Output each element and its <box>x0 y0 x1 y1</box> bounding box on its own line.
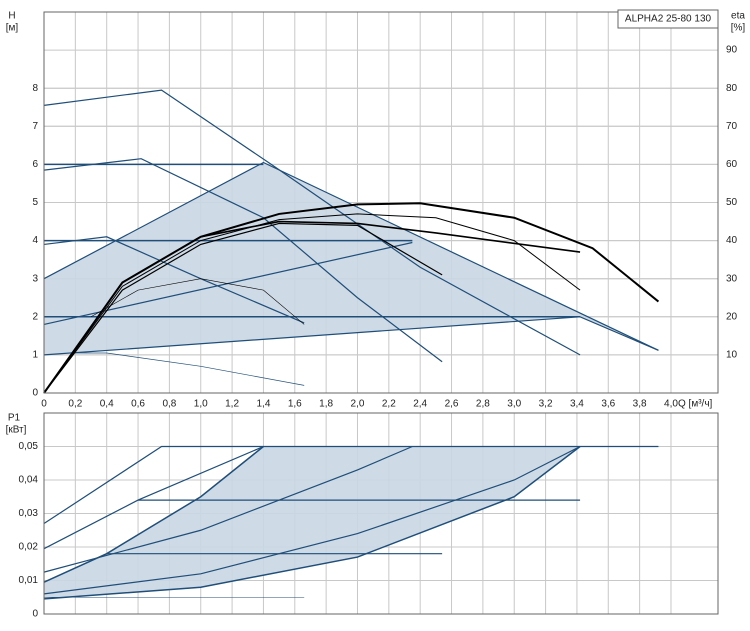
curve <box>43 161 659 351</box>
y2-tick-label: 80 <box>726 83 738 94</box>
x-tick-label: 3,2 <box>539 399 553 410</box>
x-tick-label: 0,4 <box>100 399 114 410</box>
y-tick-label: 0,01 <box>19 575 39 586</box>
curve <box>43 445 413 573</box>
x-tick-label: 0,2 <box>68 399 82 410</box>
curve <box>43 89 581 356</box>
y2-tick-label: 90 <box>726 45 738 56</box>
y-tick-label: 1 <box>32 350 38 361</box>
y-unit: [кВт] <box>6 425 27 436</box>
chart-title: ALPHA2 25-80 130 <box>625 14 712 25</box>
y-tick-label: 0,03 <box>19 508 39 519</box>
y2-tick-label: 20 <box>726 311 738 322</box>
y2-tick-label: 10 <box>726 350 738 361</box>
y-tick-label: 0 <box>32 388 38 399</box>
curve <box>90 278 305 325</box>
x-tick-label: 1,0 <box>194 399 208 410</box>
x-tick-label: 1,8 <box>319 399 333 410</box>
x-tick-label: 2,0 <box>351 399 365 410</box>
title-box <box>617 9 719 29</box>
y-tick-label: 8 <box>32 83 38 94</box>
plot-frame <box>43 11 719 394</box>
y-tick-label: 0,05 <box>19 441 39 452</box>
y2-tick-label: 30 <box>726 273 738 284</box>
curve <box>43 445 581 595</box>
x-tick-label: 2,6 <box>445 399 459 410</box>
x-tick-label: 0,6 <box>131 399 145 410</box>
x-tick-label: 2,2 <box>382 399 396 410</box>
area <box>44 162 659 355</box>
curve <box>43 445 581 600</box>
curve <box>43 445 659 525</box>
x-tick-label: 2,4 <box>413 399 427 410</box>
x-tick-label: 4,0 <box>664 399 678 410</box>
y-tick-label: 7 <box>32 121 38 132</box>
y-tick-label: 0,04 <box>19 475 39 486</box>
x-tick-label: 3,0 <box>507 399 521 410</box>
y2-tick-label: 50 <box>726 197 738 208</box>
x-tick-label: 0,8 <box>162 399 176 410</box>
area <box>44 446 581 599</box>
y2-tick-label: 60 <box>726 159 738 170</box>
y-unit: [м] <box>6 23 19 34</box>
x-tick-label: 2,8 <box>476 399 490 410</box>
x-tick-label: 1,4 <box>256 399 270 410</box>
curve <box>43 213 581 394</box>
y-tick-label: 6 <box>32 159 38 170</box>
curve <box>43 220 581 394</box>
x-tick-label: 3,6 <box>601 399 615 410</box>
curve <box>75 352 305 386</box>
x-tick-label: 3,4 <box>570 399 584 410</box>
x-tick-label: 3,8 <box>633 399 647 410</box>
x-tick-label: 1,2 <box>225 399 239 410</box>
y2-tick-label: 40 <box>726 235 738 246</box>
curve <box>43 445 264 583</box>
y-tick-label: 5 <box>32 197 38 208</box>
x-label: Q [м³/ч] <box>678 399 713 410</box>
x-tick-label: 0 <box>41 399 47 410</box>
plot-frame <box>43 412 719 615</box>
x-tick-label: 1,6 <box>288 399 302 410</box>
y-tick-label: 4 <box>32 235 38 246</box>
y-tick-label: 2 <box>32 311 38 322</box>
y2-tick-label: 70 <box>726 121 738 132</box>
y-tick-label: 0 <box>32 609 38 620</box>
y2-unit: [%] <box>731 23 746 34</box>
y-label: P1 <box>8 413 21 424</box>
curve <box>43 222 443 394</box>
y-label: H <box>8 11 15 22</box>
y-tick-label: 0,02 <box>19 542 39 553</box>
y2-label: eta <box>731 11 745 22</box>
y-tick-label: 3 <box>32 273 38 284</box>
curve <box>43 316 659 356</box>
